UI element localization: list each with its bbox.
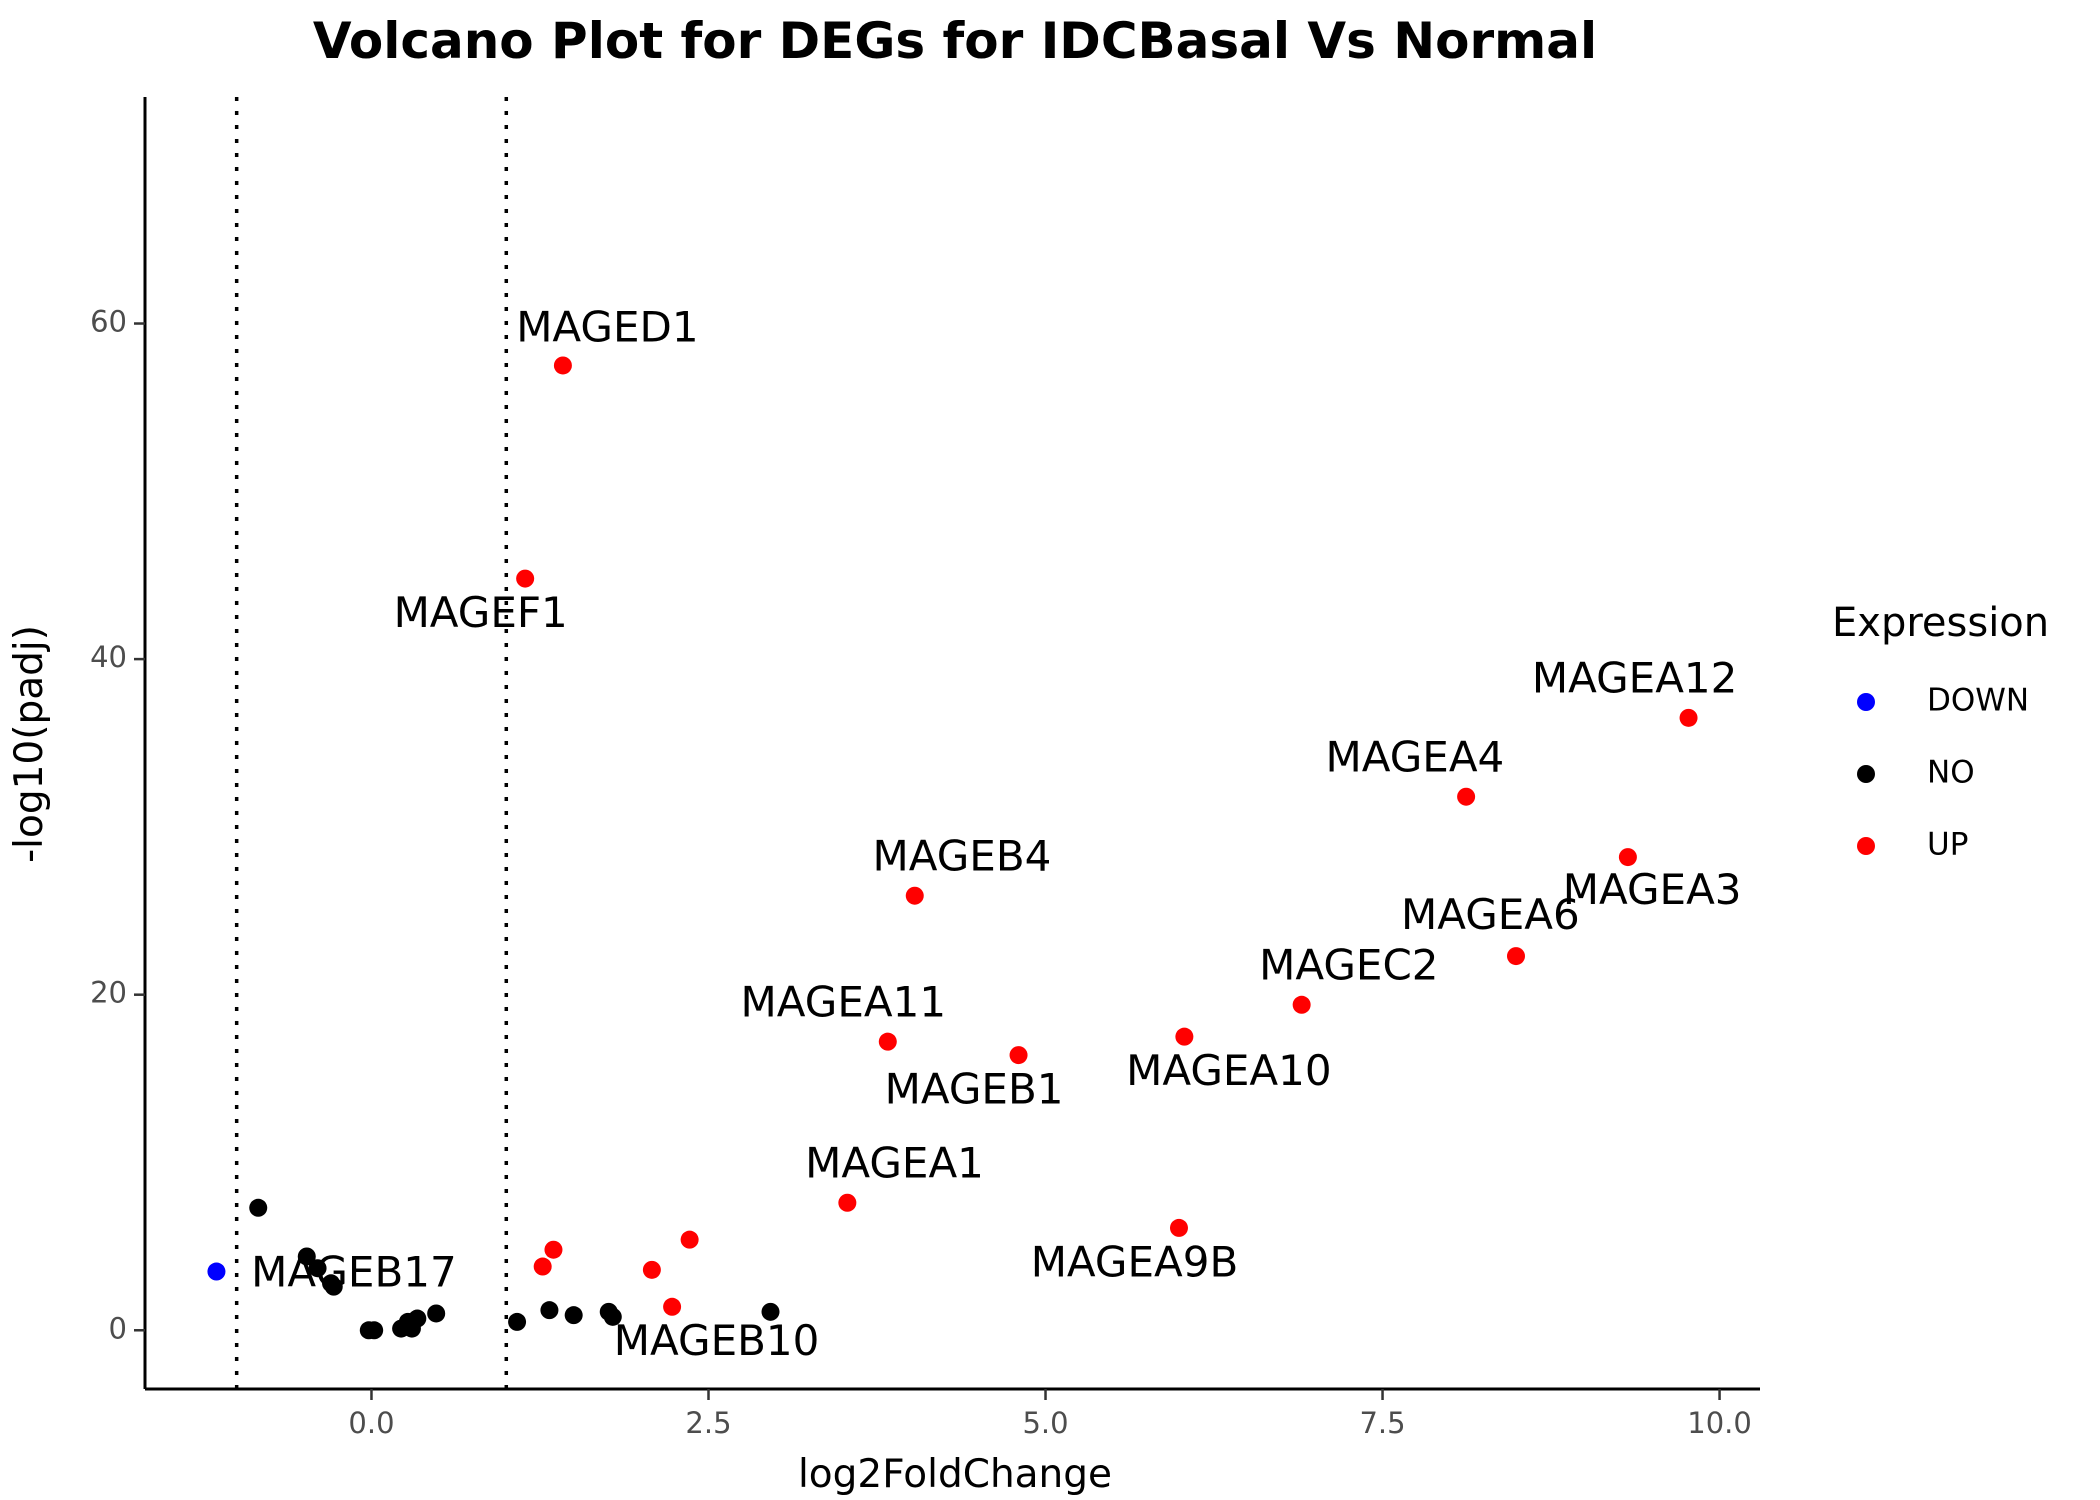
y-tick-label: 20	[90, 976, 127, 1010]
legend-key-up	[1857, 837, 1875, 855]
data-point-up	[1618, 848, 1637, 867]
gene-label-maged1: MAGED1	[516, 303, 698, 352]
gene-label-magec2: MAGEC2	[1259, 940, 1438, 989]
data-point-up	[1292, 995, 1311, 1014]
data-point-no	[365, 1321, 384, 1340]
x-tick-label: 7.5	[1359, 1406, 1405, 1440]
data-point-up	[1009, 1046, 1028, 1065]
legend-entries: DOWN NO UP	[1857, 683, 2029, 863]
data-point-up	[1457, 787, 1476, 806]
data-point-no	[408, 1309, 427, 1328]
data-point-no	[603, 1307, 622, 1326]
legend-label-no: NO	[1927, 755, 1975, 791]
data-point-up	[642, 1260, 661, 1279]
y-tick-label: 0	[109, 1311, 127, 1345]
gene-label-magea12: MAGEA12	[1532, 653, 1738, 702]
data-point-no	[564, 1306, 583, 1325]
data-point-no	[508, 1312, 527, 1331]
y-axis-title: -log10(padj)	[7, 625, 52, 863]
data-point-no	[540, 1301, 559, 1320]
data-points	[207, 356, 1698, 1340]
legend-key-no	[1857, 765, 1875, 783]
gene-label-magea1: MAGEA1	[805, 1138, 984, 1187]
data-point-no	[427, 1304, 446, 1323]
data-point-up	[553, 356, 572, 375]
data-point-up	[663, 1297, 682, 1316]
data-point-up	[533, 1257, 552, 1276]
gene-label-magef1: MAGEF1	[394, 588, 568, 637]
gene-label-magea10: MAGEA10	[1126, 1046, 1332, 1095]
data-point-up	[680, 1230, 699, 1249]
data-point-up	[1175, 1027, 1194, 1046]
gene-label-magea11: MAGEA11	[741, 977, 947, 1026]
legend-label-down: DOWN	[1927, 683, 2029, 719]
data-point-up	[905, 886, 924, 905]
threshold-lines	[234, 97, 509, 1389]
data-point-no	[308, 1259, 327, 1278]
x-tick-label: 10.0	[1687, 1406, 1752, 1440]
data-point-up	[1506, 947, 1525, 966]
data-point-no	[761, 1302, 780, 1321]
gene-label-magea6: MAGEA6	[1401, 890, 1580, 939]
legend-key-down	[1857, 693, 1875, 711]
y-tick-label: 60	[90, 305, 127, 339]
legend-label-up: UP	[1927, 827, 1968, 863]
gene-label-mageb17: MAGEB17	[251, 1247, 457, 1296]
legend: Expression DOWN NO UP	[1832, 600, 2049, 863]
y-tick-label: 40	[90, 640, 127, 674]
y-axis-ticks: 0 20 40 60	[90, 305, 145, 1345]
data-point-up	[544, 1240, 563, 1259]
gene-label-magea9b: MAGEA9B	[1031, 1237, 1239, 1286]
data-point-up	[878, 1032, 897, 1051]
data-point-up	[838, 1193, 857, 1212]
x-axis-ticks: 0.0 2.5 5.0 7.5 10.0	[348, 1389, 1752, 1440]
data-point-up	[1169, 1218, 1188, 1237]
gene-labels: MAGED1 MAGEF1 MAGEA12 MAGEA4 MAGEA3 MAGEB4 MAG…	[251, 303, 1741, 1365]
chart-title: Volcano Plot for DEGs for IDCBasal Vs No…	[313, 12, 1597, 70]
x-tick-label: 0.0	[348, 1406, 394, 1440]
gene-label-magea3: MAGEA3	[1563, 865, 1742, 914]
data-point-no	[297, 1247, 316, 1266]
x-tick-label: 5.0	[1022, 1406, 1068, 1440]
data-point-no	[324, 1277, 343, 1296]
x-tick-label: 2.5	[685, 1406, 731, 1440]
data-point-up	[516, 569, 535, 588]
gene-label-mageb10: MAGEB10	[614, 1316, 820, 1365]
gene-label-mageb4: MAGEB4	[873, 831, 1052, 880]
legend-title: Expression	[1832, 600, 2049, 646]
data-point-down	[207, 1262, 226, 1281]
data-point-up	[1679, 708, 1698, 727]
gene-label-mageb1: MAGEB1	[885, 1065, 1064, 1114]
data-point-no	[249, 1198, 268, 1217]
gene-label-magea4: MAGEA4	[1326, 732, 1505, 781]
x-axis-title: log2FoldChange	[798, 1452, 1112, 1497]
